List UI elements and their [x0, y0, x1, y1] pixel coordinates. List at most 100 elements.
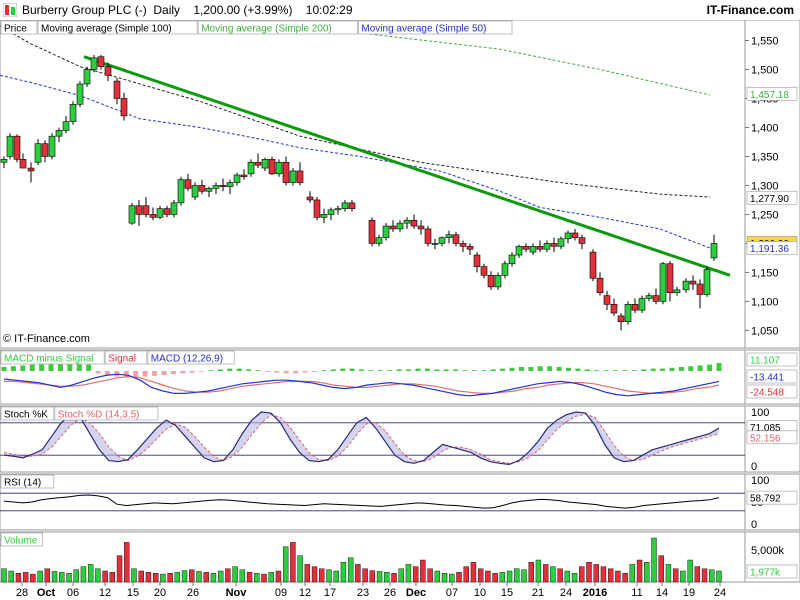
- macd-bar: [293, 371, 299, 374]
- volume-bar: [181, 570, 188, 583]
- x-tick-label: 2016: [583, 587, 607, 599]
- candle-body: [313, 199, 321, 218]
- volume-bar: [449, 573, 455, 583]
- badge-macd-2: -13.441: [750, 373, 784, 384]
- candle-body: [473, 254, 481, 267]
- volume-bar: [232, 566, 238, 583]
- volume-bar: [701, 568, 708, 583]
- candle-body: [578, 237, 586, 244]
- candle-body: [334, 208, 342, 211]
- volume-bar: [694, 566, 701, 583]
- candle-body: [494, 275, 502, 288]
- badge-stoch-d: 52.156: [750, 433, 781, 444]
- macd-bar: [490, 369, 496, 371]
- badge-ma50: 1,191.36: [750, 244, 789, 255]
- candle-body: [550, 243, 558, 247]
- macd-bar: [20, 365, 26, 371]
- volume-bar: [521, 569, 527, 583]
- volume-bar: [30, 573, 36, 583]
- badge-ma50-bg: [746, 241, 798, 255]
- candle-body: [341, 202, 349, 209]
- volume-bar: [80, 566, 87, 583]
- price-legend-text: Moving average (Simple 100): [41, 24, 172, 35]
- chart-title: Burberry Group PLC (-) Daily 1,200.00 (+…: [22, 3, 353, 17]
- candle-body: [452, 234, 460, 244]
- x-tick-label: 21: [532, 587, 544, 599]
- candle-body: [652, 295, 660, 302]
- candle-body: [515, 246, 523, 256]
- chart-canvas[interactable]: 1,5501,5001,4501,4001,3501,3001,2501,200…: [0, 20, 800, 600]
- x-tick-label: Oct: [37, 587, 56, 599]
- macd-bar: [48, 363, 54, 371]
- volume-legend-box: [0, 532, 43, 547]
- candle-body: [710, 243, 718, 259]
- volume-bar: [615, 570, 621, 583]
- badge-ma200: 1,457.18: [750, 90, 789, 101]
- volume-bar: [593, 564, 599, 583]
- candle-body: [417, 225, 425, 230]
- ma-line-1: [0, 25, 711, 198]
- candle-body: [529, 246, 537, 253]
- rsi-legend-text: RSI (14): [4, 478, 41, 489]
- volume-bar: [412, 566, 419, 583]
- volume-bar: [658, 555, 664, 583]
- volume-bar: [44, 568, 51, 583]
- candle-body: [13, 135, 21, 160]
- macd-bar: [368, 370, 374, 371]
- x-tick-label: 28: [16, 587, 28, 599]
- macd-bar: [434, 369, 440, 371]
- brand-label: IT-Finance.com: [706, 3, 794, 17]
- candle-body: [666, 263, 674, 294]
- macd-bar: [29, 364, 35, 371]
- macd-bar: [10, 366, 16, 371]
- candle-body: [389, 225, 397, 230]
- candle-body: [69, 103, 77, 122]
- volume-bar: [8, 570, 14, 583]
- rsi-tick-label: 100: [751, 475, 769, 487]
- candle-body: [170, 202, 178, 215]
- rsi-line: [3, 494, 720, 509]
- candle-body: [97, 56, 105, 67]
- macd-bar: [669, 367, 675, 371]
- x-tick-label: 20: [154, 587, 166, 599]
- macd-bar: [180, 371, 186, 374]
- macd-legend-text: MACD (12,26,9): [151, 354, 223, 365]
- candle-body: [240, 174, 248, 178]
- itf-logo-icon: [3, 3, 17, 17]
- volume-bar: [333, 570, 339, 583]
- volume-bar: [174, 572, 181, 583]
- volume-bar: [680, 570, 686, 583]
- volume-bar: [709, 569, 715, 583]
- badge-ma200-bg: [746, 87, 798, 101]
- x-tick-label: 26: [384, 587, 396, 599]
- volume-bar: [629, 564, 636, 583]
- macd-bar: [76, 363, 82, 371]
- candle-body: [19, 159, 27, 169]
- macd-bar: [716, 363, 722, 371]
- volume-bar: [145, 572, 152, 583]
- candle-body: [673, 289, 681, 294]
- volume-bar: [528, 562, 534, 583]
- candle-body: [184, 179, 192, 189]
- macd-legend-box: [0, 350, 105, 365]
- candle-body: [410, 219, 418, 227]
- badge-macd-1: 11.107: [750, 356, 780, 367]
- volume-bar: [167, 573, 173, 583]
- candle-body: [631, 304, 639, 311]
- candle-body: [191, 185, 199, 198]
- macd-legend-box: [104, 350, 148, 365]
- price-legend-text: Price: [4, 24, 27, 35]
- badge-rsi: 58.792: [750, 494, 781, 505]
- volume-bar: [95, 568, 101, 583]
- volume-bar: [665, 564, 672, 583]
- price-tick-label: 1,150: [751, 267, 779, 279]
- x-tick-label: 10: [474, 587, 486, 599]
- macd-bar: [57, 363, 63, 371]
- volume-bar: [275, 570, 282, 583]
- macd-bar: [537, 366, 543, 371]
- price-legend-box: [37, 20, 198, 35]
- volume-bar: [304, 564, 311, 583]
- x-tick-label: 15: [501, 587, 513, 599]
- volume-bar: [514, 568, 520, 583]
- candle-body: [113, 80, 121, 99]
